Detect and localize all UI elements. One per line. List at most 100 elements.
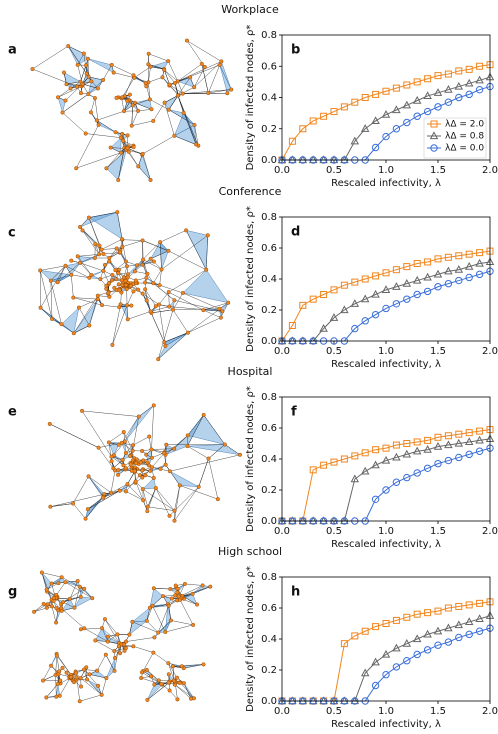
edge (119, 482, 136, 491)
network-node (41, 601, 46, 606)
y-tick-label: 0.4 (261, 274, 277, 285)
edge (180, 585, 203, 597)
network-node (147, 605, 152, 610)
marker (412, 275, 422, 284)
marker (350, 474, 360, 483)
edge (33, 603, 44, 612)
panel-letter: c (8, 226, 16, 241)
network-node (109, 454, 114, 459)
network-node (114, 277, 119, 282)
y-tick-label: 0.8 (261, 30, 277, 41)
network-node (87, 672, 92, 677)
marker (455, 67, 463, 75)
network-node (181, 681, 186, 686)
marker (475, 627, 484, 635)
network-node (111, 466, 116, 471)
edge (68, 45, 87, 74)
network-node (146, 51, 151, 56)
network-node (125, 303, 130, 308)
edge (95, 243, 104, 255)
marker (371, 116, 380, 125)
marker (392, 452, 401, 461)
y-tick-label: 0.4 (261, 454, 277, 465)
network-node (151, 281, 156, 286)
network-node (66, 44, 71, 49)
network-node (132, 75, 137, 80)
hyperedge (110, 137, 122, 154)
network-node (106, 281, 111, 286)
network-node (133, 479, 138, 484)
edge (89, 674, 107, 679)
network-node (143, 473, 148, 478)
network-node (169, 596, 174, 601)
network-node (117, 288, 122, 293)
network-node (115, 632, 120, 637)
edge (177, 87, 195, 96)
edge (159, 284, 183, 294)
network-node (87, 275, 92, 280)
edge (142, 153, 151, 181)
hyperedge (79, 226, 100, 246)
y-tick-label: 0.6 (261, 243, 277, 254)
network-node (78, 594, 83, 599)
network-node (128, 462, 133, 467)
network-node (120, 244, 125, 249)
network-node (95, 293, 100, 298)
network-node (74, 675, 79, 680)
network-node (86, 74, 91, 79)
network-node (177, 483, 182, 488)
network-node (137, 473, 142, 478)
edge (170, 620, 194, 626)
edge (82, 230, 96, 245)
edge (110, 470, 116, 493)
marker (320, 461, 328, 469)
edge (131, 110, 139, 126)
edge (79, 262, 92, 276)
y-tick-label: 0.6 (261, 603, 277, 614)
network-node (148, 468, 153, 473)
network-node (30, 67, 35, 72)
x-tick-label: 1.5 (430, 165, 446, 176)
marker (403, 295, 411, 303)
edge (168, 291, 204, 311)
network-node (130, 448, 135, 453)
marker (360, 294, 370, 303)
edge (145, 289, 156, 307)
network-node (156, 357, 161, 362)
edge (101, 678, 107, 695)
network-node (175, 697, 180, 702)
network-node (153, 486, 158, 491)
network-node (162, 451, 167, 456)
edge (50, 490, 120, 507)
network-node (102, 262, 107, 267)
marker (340, 640, 348, 648)
marker (434, 103, 442, 111)
network-node (149, 107, 154, 112)
network-node (190, 591, 195, 596)
network-node (49, 604, 54, 609)
marker (413, 438, 421, 446)
edge (158, 605, 169, 633)
network-node (57, 693, 62, 698)
network-node (127, 92, 132, 97)
network-node (92, 256, 97, 261)
edge (40, 307, 53, 320)
edge (121, 416, 139, 443)
network-node (123, 450, 128, 455)
edge (186, 40, 222, 62)
series-line (282, 615, 491, 702)
edge (183, 664, 204, 669)
network-node (140, 468, 145, 473)
edge (88, 476, 104, 497)
network-node (163, 462, 168, 467)
network-node (99, 247, 104, 252)
edge (174, 684, 195, 699)
network (32, 570, 213, 704)
marker (340, 305, 349, 314)
network-node (188, 75, 193, 80)
x-tick-label: 0.5 (326, 706, 342, 717)
edge (168, 95, 179, 110)
edge (165, 435, 188, 455)
marker (392, 84, 400, 92)
network-node (176, 594, 181, 599)
